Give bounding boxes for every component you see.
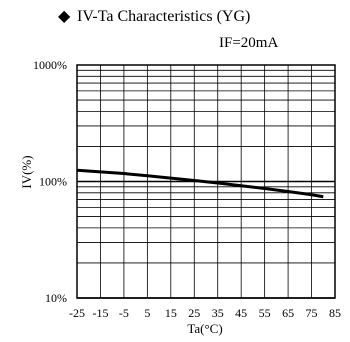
x-tick-label: 45	[235, 306, 247, 320]
y-tick-label: 10%	[45, 291, 67, 305]
plot-frame	[76, 64, 336, 299]
x-tick-label: 85	[329, 306, 341, 320]
y-axis-label: IV(%)	[19, 155, 34, 188]
major-gridlines	[77, 180, 335, 299]
chart-title-marker: ◆	[58, 8, 71, 25]
x-axis-label: Ta(°C)	[187, 321, 222, 336]
x-tick-label: -15	[92, 306, 108, 320]
y-tick-labels: 10% 100% 1000%	[33, 58, 67, 305]
chart-subtitle: IF=20mA	[219, 35, 278, 51]
series-layer	[76, 168, 324, 199]
x-tick-label: 15	[165, 306, 177, 320]
x-tick-label: -5	[119, 306, 129, 320]
series-line	[76, 168, 324, 199]
x-tick-label: 55	[259, 306, 271, 320]
x-tick-label: 25	[188, 306, 200, 320]
x-tick-label: 75	[306, 306, 318, 320]
x-tick-labels: -25 -15 -5 5 15 25 35 45 55 65 75 85	[69, 306, 341, 320]
chart-title: IV-Ta Characteristics (YG)	[77, 8, 250, 25]
y-tick-label: 1000%	[33, 58, 67, 72]
x-tick-label: 5	[144, 306, 150, 320]
x-tick-label: 35	[212, 306, 224, 320]
x-tick-label: -25	[69, 306, 85, 320]
x-tick-label: 65	[282, 306, 294, 320]
y-tick-label: 100%	[39, 175, 67, 189]
